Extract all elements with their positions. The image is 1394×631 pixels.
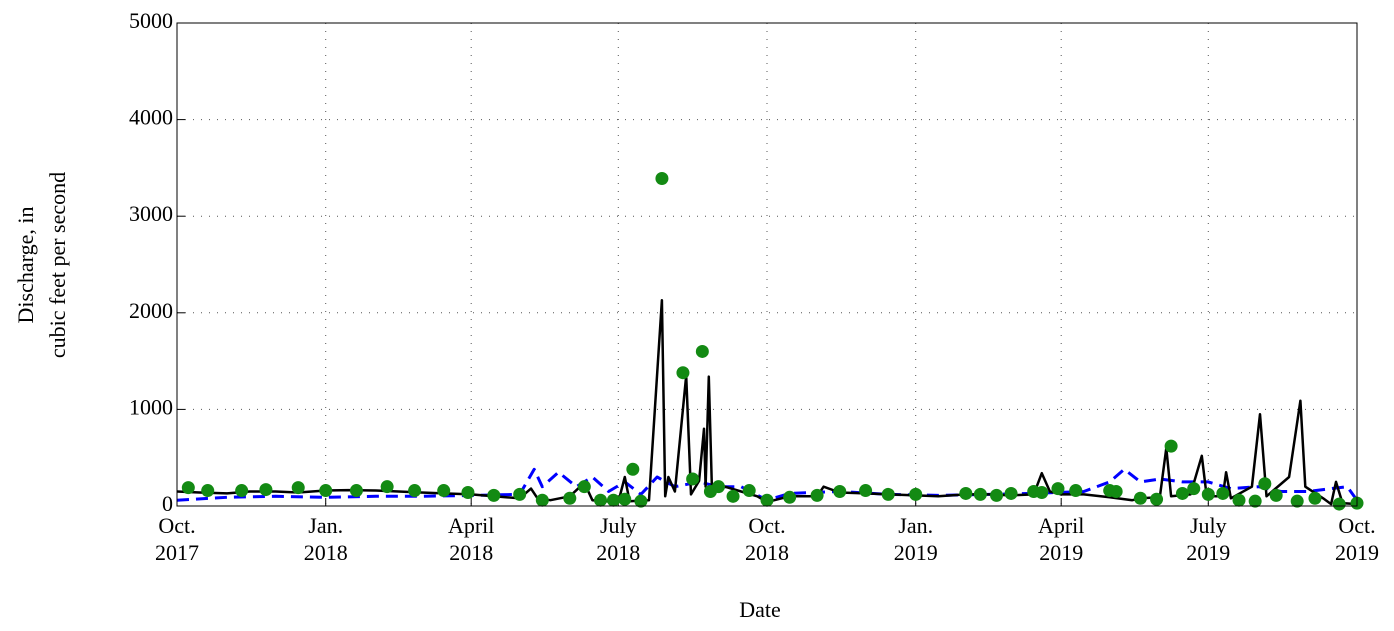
y-tick-label: 5000: [129, 8, 173, 33]
data-point: [1248, 494, 1262, 508]
data-point: [181, 481, 195, 495]
y-axis-label: cubic feet per second: [45, 172, 70, 358]
data-point: [577, 480, 591, 494]
data-point: [1069, 484, 1083, 498]
data-point: [959, 486, 973, 500]
x-tick-label: April 2018: [447, 513, 495, 565]
y-tick-label: 0: [162, 491, 173, 516]
data-point: [990, 488, 1004, 502]
data-point: [726, 489, 740, 503]
x-tick-label: Oct. 2018: [745, 513, 789, 565]
data-point: [1035, 485, 1049, 499]
data-point: [909, 487, 923, 501]
y-tick-label: 4000: [129, 105, 173, 130]
data-point: [810, 488, 824, 502]
x-tick-label: July 2019: [1186, 513, 1231, 565]
data-point: [626, 462, 640, 476]
x-tick-label: Jan. 2019: [893, 513, 938, 565]
y-axis-label: Discharge, in: [13, 207, 38, 324]
x-tick-label: Jan. 2018: [303, 513, 348, 565]
data-point: [594, 493, 608, 507]
x-tick-label: Oct. 2017: [155, 513, 199, 565]
data-point: [1109, 485, 1123, 499]
data-point: [1201, 487, 1215, 501]
data-line: [176, 467, 1359, 502]
data-point: [1133, 491, 1147, 505]
data-point: [408, 484, 422, 498]
data-point: [535, 493, 549, 507]
plot-frame: [176, 22, 1358, 507]
data-point: [380, 480, 394, 494]
data-point: [760, 493, 774, 507]
data-point: [881, 487, 895, 501]
data-point: [201, 484, 215, 498]
y-tick-label: 3000: [129, 201, 173, 226]
data-point: [235, 484, 249, 498]
data-point: [712, 480, 726, 494]
data-point: [1308, 491, 1322, 505]
data-line: [176, 298, 1358, 506]
data-point: [686, 472, 700, 486]
data-point: [973, 487, 987, 501]
data-point: [291, 481, 305, 495]
data-point: [1187, 482, 1201, 496]
data-point: [563, 491, 577, 505]
data-point: [1051, 482, 1065, 496]
data-point: [1150, 492, 1164, 506]
x-tick-label: Oct. 2019: [1335, 513, 1379, 565]
x-tick-label: July 2018: [596, 513, 641, 565]
data-point: [606, 493, 620, 507]
data-point: [1232, 493, 1246, 507]
data-point: [1290, 494, 1304, 508]
data-point: [783, 490, 797, 504]
data-point: [655, 172, 669, 186]
data-point: [487, 488, 501, 502]
data-point: [1004, 486, 1018, 500]
data-point: [634, 494, 648, 508]
data-point: [259, 483, 273, 497]
data-point: [1216, 486, 1230, 500]
data-point: [676, 366, 690, 380]
data-point: [1164, 439, 1178, 453]
data-point: [319, 484, 333, 498]
data-point: [859, 484, 873, 498]
data-point: [461, 485, 475, 499]
data-point: [695, 344, 709, 358]
data-point: [1269, 488, 1283, 502]
x-tick-label: April 2019: [1037, 513, 1085, 565]
data-point: [513, 487, 527, 501]
data-point: [1332, 497, 1346, 511]
data-point: [1258, 477, 1272, 491]
data-point: [349, 484, 363, 498]
data-point: [833, 485, 847, 499]
data-point: [1175, 486, 1189, 500]
y-tick-label: 1000: [129, 394, 173, 419]
data-point: [618, 492, 632, 506]
data-point: [437, 484, 451, 498]
x-axis-label: Date: [739, 597, 781, 622]
y-tick-label: 2000: [129, 298, 173, 323]
data-point: [742, 484, 756, 498]
